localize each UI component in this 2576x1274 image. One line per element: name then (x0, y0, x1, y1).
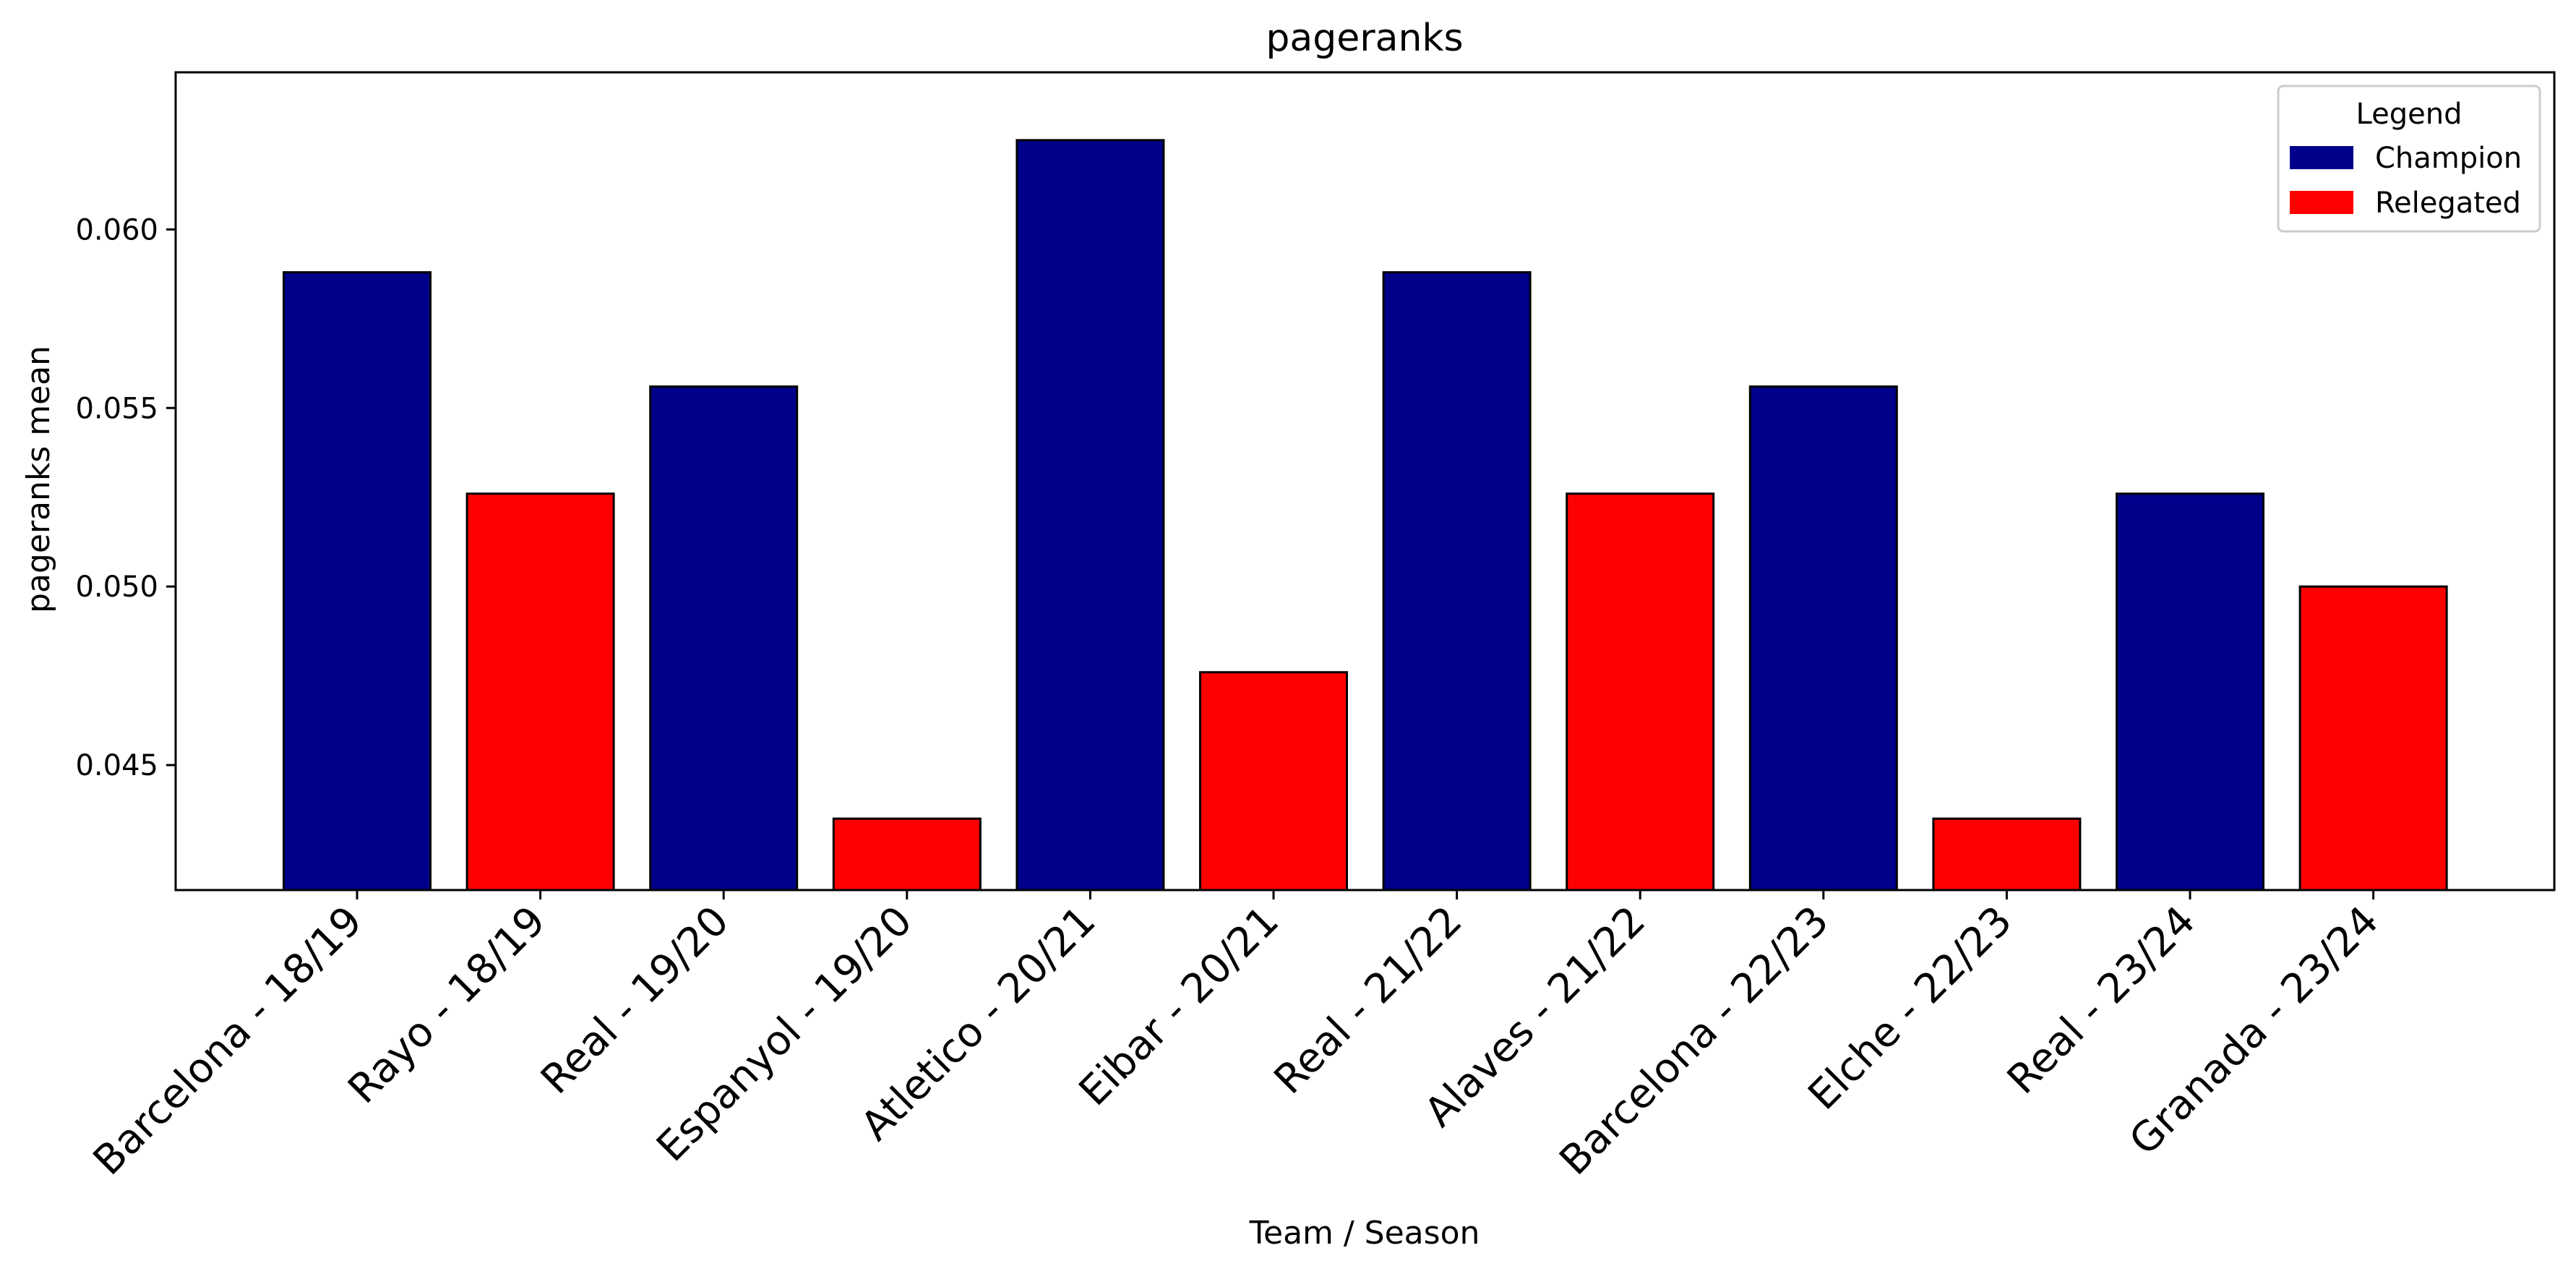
y-tick-label-2: 0.055 (75, 392, 158, 425)
bar-1 (465, 492, 615, 892)
legend-label-relegated: Relegated (2375, 187, 2521, 220)
bar-8 (1748, 385, 1898, 892)
bar-11 (2298, 585, 2448, 892)
bar-3 (832, 817, 982, 892)
y-tick-label-3: 0.060 (75, 213, 158, 247)
y-axis-label: pageranks mean (20, 346, 57, 613)
y-tick-label-1: 0.050 (75, 570, 158, 604)
bar-5 (1199, 671, 1348, 892)
legend-title: Legend (2356, 98, 2463, 131)
bars-group (283, 139, 2448, 892)
bar-6 (1382, 271, 1532, 892)
bar-10 (2116, 492, 2264, 892)
chart-title: pageranks (1266, 17, 1463, 60)
x-axis-label: Team / Season (1249, 1215, 1480, 1252)
bar-4 (1016, 139, 1165, 892)
legend-label-champion: Champion (2375, 142, 2522, 175)
y-tick-label-0: 0.045 (75, 749, 158, 782)
plot-frame (174, 71, 2556, 892)
legend: Legend Champion Relegated (2277, 85, 2541, 233)
legend-swatch-champion (2290, 146, 2353, 169)
bar-9 (1932, 817, 2082, 892)
y-ticks-group: 0.045 0.050 0.055 0.060 (75, 213, 176, 782)
bar-0 (283, 271, 432, 892)
bar-2 (649, 385, 799, 892)
bar-7 (1566, 492, 1715, 892)
legend-swatch-relegated (2290, 191, 2353, 214)
